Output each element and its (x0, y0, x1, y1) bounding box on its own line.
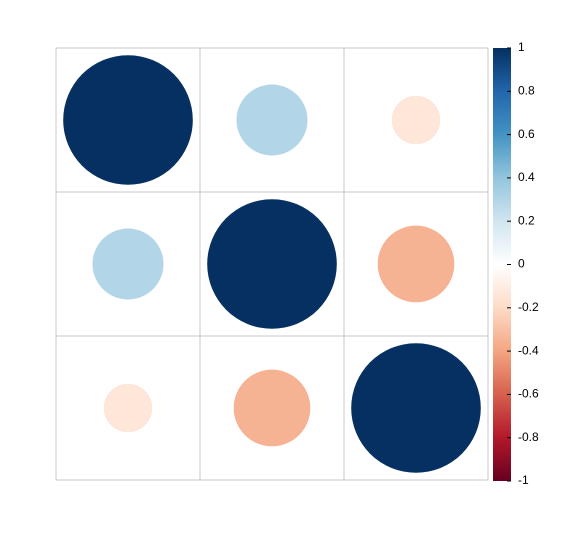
color-bar (493, 48, 511, 481)
corr-circle (63, 55, 193, 185)
color-bar-tick-label: 0 (518, 257, 525, 271)
color-bar-tick-label: -1 (518, 473, 529, 487)
corr-circle (207, 199, 337, 329)
corr-circle (377, 225, 455, 303)
color-bar-tick-label: 0.2 (518, 213, 535, 227)
color-bar-tick-label: 0.6 (518, 127, 535, 141)
color-bar-tick-label: -0.8 (518, 430, 539, 444)
color-bar-tick-label: -0.6 (518, 387, 539, 401)
corr-circle (103, 383, 153, 433)
color-bar-tick-label: -0.4 (518, 343, 539, 357)
color-bar-tick-label: -0.2 (518, 300, 539, 314)
color-bar-tick-label: 0.4 (518, 170, 535, 184)
color-bar-tick-label: 1 (518, 40, 525, 54)
corr-circle (233, 369, 311, 447)
color-bar-tick-label: 0.8 (518, 83, 535, 97)
corr-circle (351, 343, 481, 473)
corr-circle (92, 228, 164, 300)
corr-circle (391, 95, 441, 145)
corr-circle (236, 84, 308, 156)
